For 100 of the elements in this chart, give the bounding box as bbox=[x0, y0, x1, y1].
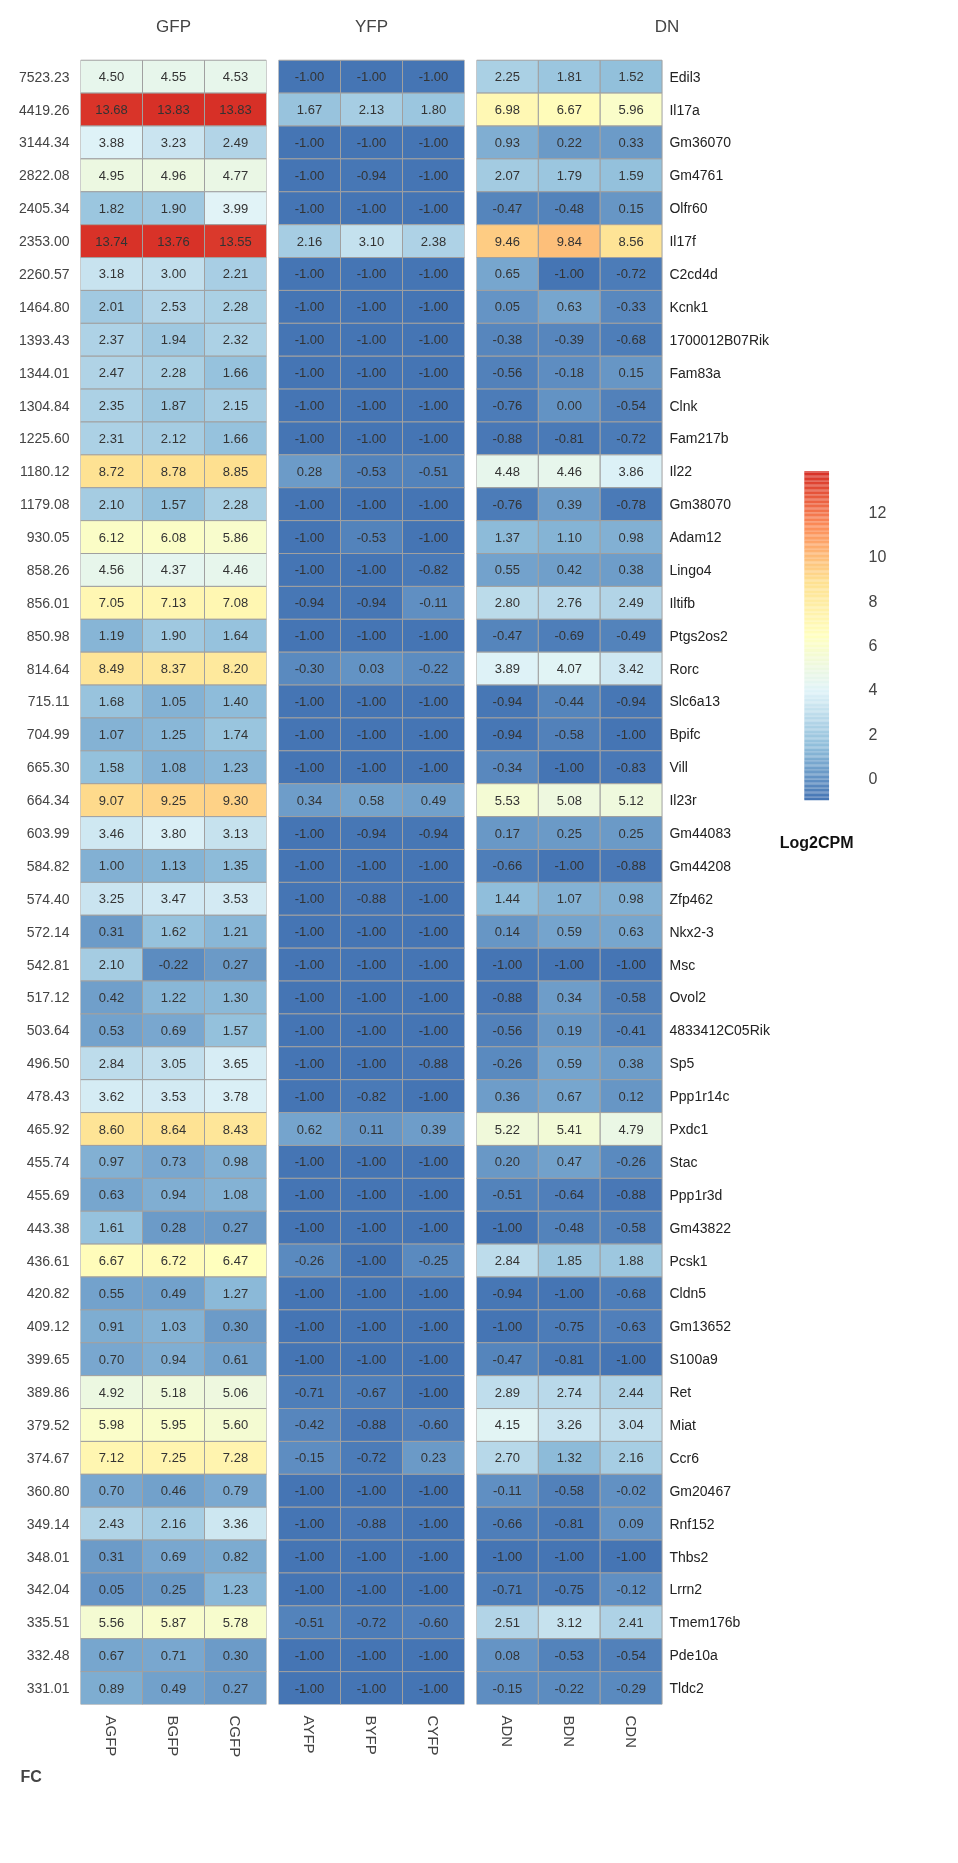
data-label: 0.38 bbox=[618, 1055, 644, 1071]
color-bar-label: 10 bbox=[868, 548, 887, 566]
data-label: 2.84 bbox=[494, 1253, 521, 1269]
data-label: -0.22 bbox=[418, 661, 449, 677]
data-label: -0.94 bbox=[418, 825, 449, 841]
data-label: 8.85 bbox=[222, 463, 249, 479]
data-label: 0.47 bbox=[556, 1154, 582, 1170]
data-label: 4.15 bbox=[494, 1417, 521, 1433]
data-label: -0.88 bbox=[616, 858, 646, 874]
data-label: -1.00 bbox=[294, 759, 325, 775]
data-label: 13.76 bbox=[157, 233, 190, 249]
data-label: -1.00 bbox=[356, 726, 387, 742]
data-label: 3.88 bbox=[98, 134, 125, 150]
data-label: 1.44 bbox=[494, 891, 521, 907]
data-label: -0.67 bbox=[356, 1384, 387, 1400]
data-label: 7.13 bbox=[160, 595, 187, 611]
data-label: 0.27 bbox=[222, 1220, 249, 1236]
data-label: 5.41 bbox=[556, 1121, 582, 1137]
data-label: 1.05 bbox=[160, 694, 187, 709]
data-label: 7.25 bbox=[160, 1450, 187, 1466]
data-label: -0.54 bbox=[616, 398, 646, 414]
data-label: 0.98 bbox=[222, 1154, 249, 1170]
data-label: 1.82 bbox=[98, 200, 125, 216]
data-label: -1.00 bbox=[492, 957, 523, 973]
data-label: 2.07 bbox=[494, 167, 521, 183]
x-tick-label: CDN bbox=[622, 1715, 640, 1748]
data-label: -0.53 bbox=[356, 529, 387, 545]
data-label: -1.00 bbox=[418, 1581, 449, 1597]
data-label: -0.94 bbox=[356, 825, 387, 841]
data-label: 5.08 bbox=[556, 792, 582, 808]
data-label: 13.55 bbox=[219, 233, 252, 249]
data-label: -0.42 bbox=[294, 1417, 325, 1433]
data-label: 0.15 bbox=[618, 200, 644, 216]
data-label: 0.59 bbox=[556, 1055, 582, 1071]
data-label: -1.00 bbox=[554, 858, 585, 874]
y-tick-label: 2405.34 bbox=[18, 200, 70, 217]
data-label: 1.07 bbox=[98, 726, 125, 742]
data-label: 1.87 bbox=[160, 398, 187, 414]
y-tick-label: 1393.43 bbox=[18, 331, 70, 348]
data-label: 1.66 bbox=[222, 365, 249, 381]
y-tick-label: 814.64 bbox=[26, 660, 70, 677]
data-label: 3.80 bbox=[160, 825, 187, 841]
data-label: 8.43 bbox=[222, 1121, 249, 1137]
data-label: -0.02 bbox=[616, 1483, 646, 1499]
y-tick-label: 1700012B07Rik bbox=[669, 331, 771, 348]
data-label: -1.00 bbox=[418, 989, 449, 1005]
data-label: 5.78 bbox=[222, 1614, 249, 1630]
y-tick-label: Thbs2 bbox=[669, 1548, 709, 1565]
data-label: -0.71 bbox=[492, 1581, 523, 1597]
data-label: -0.54 bbox=[616, 1647, 646, 1663]
y-tick-label: Gm38070 bbox=[669, 496, 732, 513]
data-label: -0.49 bbox=[616, 628, 646, 644]
data-label: -1.00 bbox=[492, 1318, 523, 1334]
data-label: 4.46 bbox=[556, 463, 582, 479]
data-label: 5.86 bbox=[222, 529, 249, 545]
data-label: -0.88 bbox=[492, 989, 523, 1005]
data-label: -1.00 bbox=[418, 726, 449, 742]
data-label: 1.81 bbox=[556, 69, 582, 85]
data-label: 0.94 bbox=[160, 1187, 187, 1203]
data-label: 5.18 bbox=[160, 1384, 187, 1400]
y-tick-label: 455.69 bbox=[26, 1186, 70, 1203]
data-label: -0.47 bbox=[492, 200, 523, 216]
y-tick-label: 379.52 bbox=[26, 1416, 70, 1433]
data-label: 2.38 bbox=[420, 233, 447, 249]
y-tick-label: Il17f bbox=[669, 233, 697, 250]
data-label: -1.00 bbox=[356, 1022, 387, 1038]
y-tick-label: 858.26 bbox=[26, 561, 70, 578]
y-tick-label: 715.11 bbox=[27, 693, 70, 710]
y-tick-label: 850.98 bbox=[26, 627, 70, 644]
data-label: -0.53 bbox=[356, 463, 387, 479]
y-tick-label: 465.92 bbox=[26, 1121, 70, 1138]
y-tick-label: 389.86 bbox=[26, 1384, 70, 1401]
data-label: 1.94 bbox=[160, 332, 187, 348]
data-label: -1.00 bbox=[294, 1220, 325, 1236]
data-label: 4.77 bbox=[222, 167, 249, 183]
data-label: -0.51 bbox=[418, 463, 449, 479]
x-tick-label: CGFP bbox=[227, 1715, 244, 1758]
data-label: -1.00 bbox=[356, 1253, 387, 1269]
y-tick-label: 542.81 bbox=[26, 956, 70, 973]
data-label: -0.94 bbox=[294, 595, 325, 611]
data-label: 2.28 bbox=[222, 299, 249, 315]
data-label: -0.88 bbox=[616, 1187, 646, 1203]
data-label: 5.12 bbox=[618, 792, 644, 808]
data-label: -0.78 bbox=[616, 496, 646, 512]
data-label: 7.08 bbox=[222, 595, 249, 611]
data-label: 2.70 bbox=[494, 1450, 521, 1466]
data-label: 0.49 bbox=[160, 1680, 187, 1696]
data-label: -0.68 bbox=[616, 332, 646, 348]
data-label: -1.00 bbox=[554, 1549, 585, 1565]
y-tick-label: 1464.80 bbox=[18, 298, 70, 315]
data-label: -0.58 bbox=[554, 726, 585, 742]
data-label: 1.85 bbox=[556, 1253, 582, 1269]
data-label: 4.95 bbox=[98, 167, 125, 183]
x-tick-label: BGFP bbox=[165, 1715, 182, 1757]
data-label: 1.40 bbox=[222, 694, 249, 709]
data-label: -1.00 bbox=[554, 759, 585, 775]
data-label: 13.68 bbox=[95, 102, 128, 118]
data-label: 6.08 bbox=[160, 529, 187, 545]
data-label: 2.41 bbox=[618, 1614, 644, 1630]
y-tick-label: Lingo4 bbox=[669, 561, 712, 578]
